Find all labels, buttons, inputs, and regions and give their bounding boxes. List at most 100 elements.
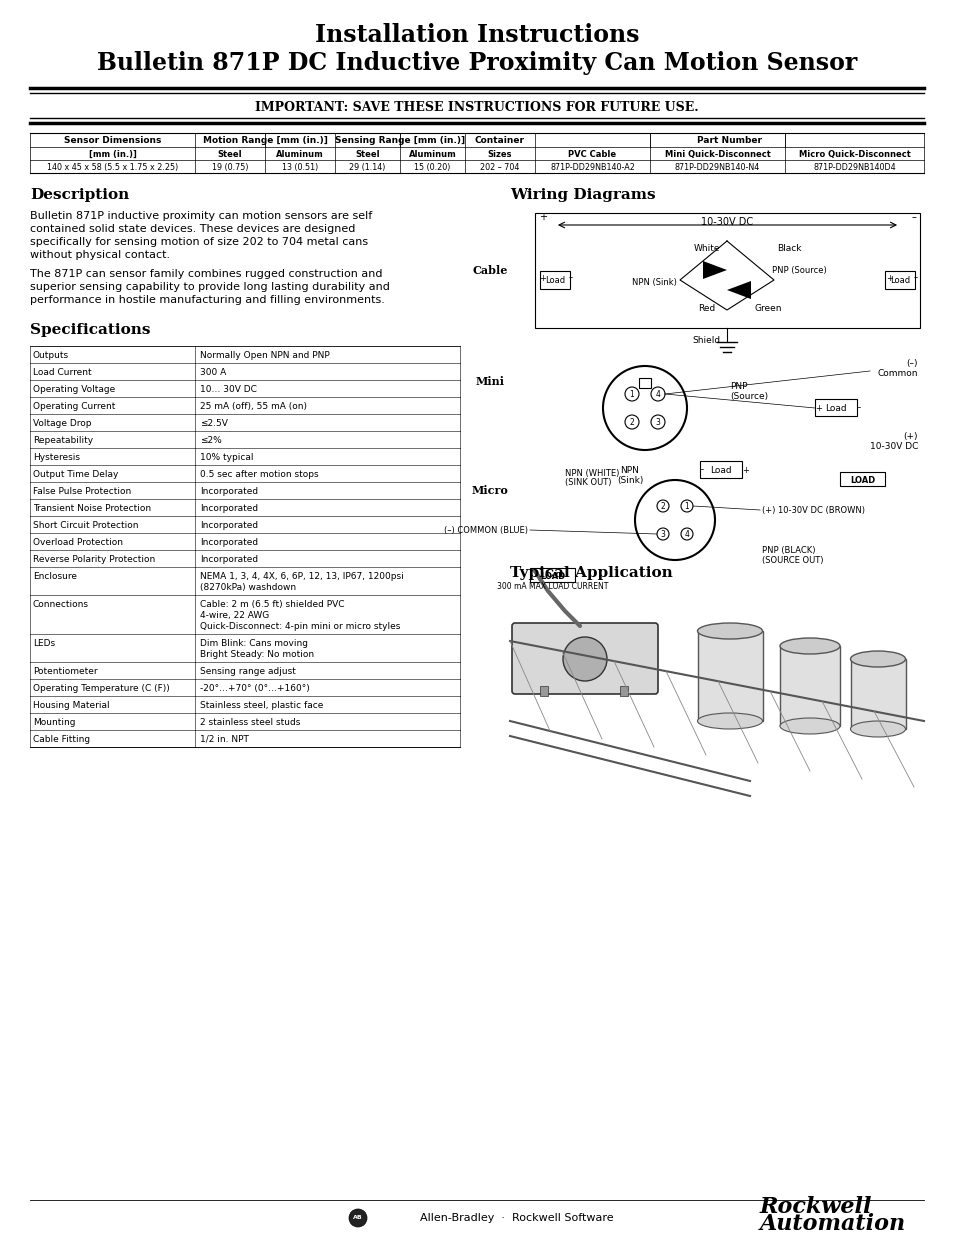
Text: –: – — [856, 404, 861, 412]
Bar — [530, 568, 575, 582]
Text: Connections: Connections — [33, 599, 89, 609]
Polygon shape — [726, 282, 750, 299]
Text: Black: Black — [776, 243, 801, 252]
Text: [mm (in.)]: [mm (in.)] — [89, 149, 136, 158]
Text: Mini Quick-Disconnect: Mini Quick-Disconnect — [664, 149, 770, 158]
Text: specifically for sensing motion of size 202 to 704 metal cans: specifically for sensing motion of size … — [30, 237, 368, 247]
Text: 0.5 sec after motion stops: 0.5 sec after motion stops — [200, 469, 318, 478]
Text: AB: AB — [353, 1215, 362, 1220]
Text: 13 (0.51): 13 (0.51) — [281, 163, 317, 172]
Text: LOAD: LOAD — [539, 572, 565, 580]
Text: LEDs: LEDs — [33, 638, 55, 647]
Text: NEMA 1, 3, 4, 4X, 6, 6P, 12, 13, IP67, 1200psi: NEMA 1, 3, 4, 4X, 6, 6P, 12, 13, IP67, 1… — [200, 572, 403, 580]
Text: 10-30V DC: 10-30V DC — [869, 441, 917, 451]
Text: Output Time Delay: Output Time Delay — [33, 469, 118, 478]
Text: 10-30V DC: 10-30V DC — [700, 217, 753, 227]
Text: 10% typical: 10% typical — [200, 452, 253, 462]
Text: Green: Green — [754, 304, 781, 312]
Text: 3: 3 — [659, 530, 665, 538]
Text: Operating Voltage: Operating Voltage — [33, 384, 115, 394]
Text: Steel: Steel — [355, 149, 379, 158]
Text: Micro Quick-Disconnect: Micro Quick-Disconnect — [798, 149, 909, 158]
Text: Mini: Mini — [475, 375, 504, 387]
Text: Shield: Shield — [692, 336, 720, 345]
Bar — [850, 659, 905, 729]
Ellipse shape — [780, 718, 840, 734]
Bar — [539, 270, 569, 289]
Text: Operating Current: Operating Current — [33, 401, 115, 410]
Text: 4: 4 — [684, 530, 689, 538]
Text: (SINK OUT): (SINK OUT) — [564, 478, 611, 487]
Text: Allen-Bradley  ·  Rockwell Software: Allen-Bradley · Rockwell Software — [419, 1213, 613, 1223]
Text: Incorporated: Incorporated — [200, 555, 258, 563]
Text: (–) COMMON (BLUE): (–) COMMON (BLUE) — [443, 526, 527, 535]
Text: NPN (WHITE): NPN (WHITE) — [564, 468, 618, 478]
Circle shape — [349, 1209, 367, 1228]
Bar — [814, 399, 856, 416]
Text: Housing Material: Housing Material — [33, 700, 110, 709]
Text: Cable: 2 m (6.5 ft) shielded PVC: Cable: 2 m (6.5 ft) shielded PVC — [200, 599, 344, 609]
Text: Operating Temperature (C (F)): Operating Temperature (C (F)) — [33, 683, 170, 693]
Text: Dim Blink: Cans moving: Dim Blink: Cans moving — [200, 638, 308, 647]
Text: 871P-DD29NB140-A2: 871P-DD29NB140-A2 — [550, 163, 635, 172]
Text: 1: 1 — [629, 389, 634, 399]
Text: Bulletin 871P DC Inductive Proximity Can Motion Sensor: Bulletin 871P DC Inductive Proximity Can… — [97, 51, 856, 75]
Text: NPN (Sink): NPN (Sink) — [632, 278, 677, 287]
Text: 19 (0.75): 19 (0.75) — [212, 163, 248, 172]
Text: Sizes: Sizes — [487, 149, 512, 158]
Text: Overload Protection: Overload Protection — [33, 537, 123, 547]
Text: +: + — [538, 273, 545, 283]
Text: Incorporated: Incorporated — [200, 520, 258, 530]
Text: 25 mA (off), 55 mA (on): 25 mA (off), 55 mA (on) — [200, 401, 307, 410]
Text: Hysteresis: Hysteresis — [33, 452, 80, 462]
Circle shape — [562, 637, 606, 680]
Text: (Sink): (Sink) — [617, 475, 642, 484]
Ellipse shape — [697, 713, 761, 729]
Text: Wiring Diagrams: Wiring Diagrams — [510, 188, 655, 203]
Text: +: + — [741, 466, 748, 474]
Bar — [535, 212, 919, 329]
Text: Micro: Micro — [471, 484, 508, 495]
Ellipse shape — [850, 651, 904, 667]
Text: Incorporated: Incorporated — [200, 504, 258, 513]
Text: NPN: NPN — [619, 466, 639, 474]
Text: without physical contact.: without physical contact. — [30, 249, 170, 261]
Text: +: + — [885, 273, 892, 283]
Text: PNP (BLACK): PNP (BLACK) — [761, 546, 815, 555]
Text: ≤2.5V: ≤2.5V — [200, 419, 228, 427]
Text: PNP: PNP — [729, 382, 747, 390]
Bar — [700, 461, 741, 478]
Text: 871P-DD29NB140-N4: 871P-DD29NB140-N4 — [674, 163, 760, 172]
Text: performance in hostile manufacturing and filling environments.: performance in hostile manufacturing and… — [30, 295, 384, 305]
Text: White: White — [693, 243, 720, 252]
Text: Incorporated: Incorporated — [200, 487, 258, 495]
Text: Sensing Range [mm (in.)]: Sensing Range [mm (in.)] — [335, 136, 464, 144]
Text: 4-wire, 22 AWG: 4-wire, 22 AWG — [200, 610, 269, 620]
Text: 202 – 704: 202 – 704 — [479, 163, 519, 172]
Bar — [780, 646, 840, 726]
Text: Steel: Steel — [217, 149, 242, 158]
Ellipse shape — [697, 622, 761, 638]
Text: Aluminum: Aluminum — [275, 149, 323, 158]
Text: Installation Instructions: Installation Instructions — [314, 23, 639, 47]
Text: 29 (1.14): 29 (1.14) — [349, 163, 385, 172]
Text: Load Current: Load Current — [33, 368, 91, 377]
FancyBboxPatch shape — [512, 622, 658, 694]
Text: (Source): (Source) — [729, 391, 767, 400]
Text: Quick-Disconnect: 4-pin mini or micro styles: Quick-Disconnect: 4-pin mini or micro st… — [200, 621, 400, 631]
Text: Reverse Polarity Protection: Reverse Polarity Protection — [33, 555, 155, 563]
Text: +: + — [538, 212, 546, 222]
Text: False Pulse Protection: False Pulse Protection — [33, 487, 132, 495]
Text: contained solid state devices. These devices are designed: contained solid state devices. These dev… — [30, 224, 355, 233]
Text: 3: 3 — [655, 417, 659, 426]
Text: (SOURCE OUT): (SOURCE OUT) — [761, 556, 822, 564]
Text: LOAD: LOAD — [849, 475, 875, 484]
Text: –: – — [913, 273, 918, 283]
Text: 15 (0.20): 15 (0.20) — [414, 163, 450, 172]
Text: 1/2 in. NPT: 1/2 in. NPT — [200, 735, 249, 743]
Text: Common: Common — [877, 368, 917, 378]
Text: ≤2%: ≤2% — [200, 436, 221, 445]
Text: The 871P can sensor family combines rugged construction and: The 871P can sensor family combines rugg… — [30, 269, 382, 279]
Text: Potentiometer: Potentiometer — [33, 667, 97, 676]
Text: Repeatability: Repeatability — [33, 436, 93, 445]
